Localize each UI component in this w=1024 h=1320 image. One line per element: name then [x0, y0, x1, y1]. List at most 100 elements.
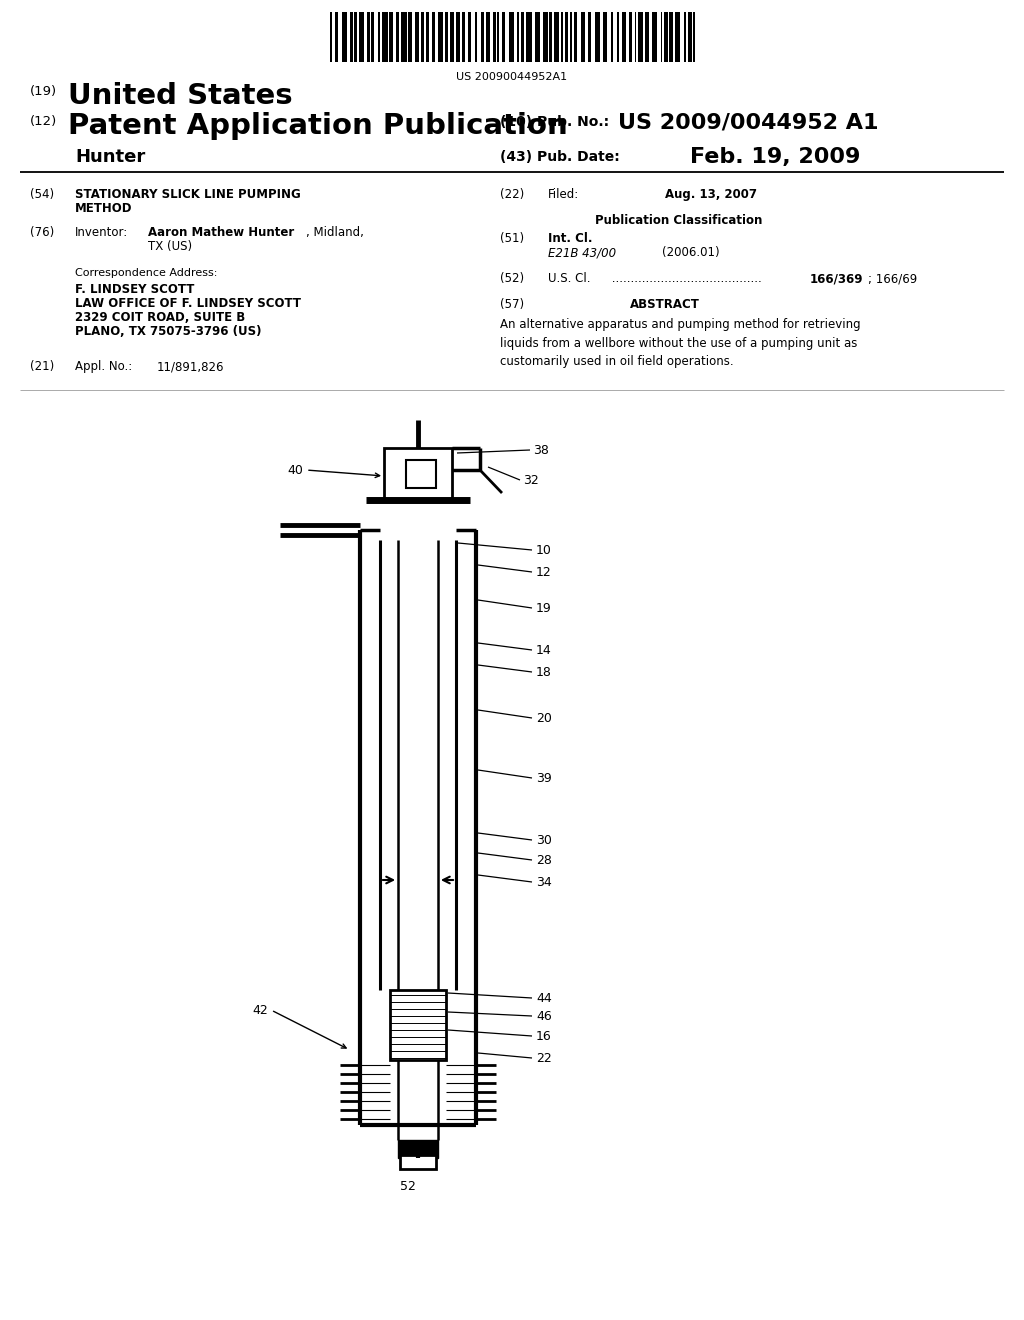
Bar — [669, 12, 673, 62]
Bar — [676, 12, 680, 62]
Bar — [497, 12, 499, 62]
Bar — [480, 12, 484, 62]
Text: 12: 12 — [536, 565, 552, 578]
Bar — [422, 12, 424, 62]
Bar — [408, 12, 412, 62]
Text: 42: 42 — [252, 1003, 268, 1016]
Bar — [684, 12, 686, 62]
Text: STATIONARY SLICK LINE PUMPING: STATIONARY SLICK LINE PUMPING — [75, 187, 301, 201]
Bar — [595, 12, 600, 62]
Text: 22: 22 — [536, 1052, 552, 1064]
Bar — [372, 12, 374, 62]
Bar — [635, 12, 636, 62]
Text: F. LINDSEY SCOTT: F. LINDSEY SCOTT — [75, 282, 195, 296]
Bar — [581, 12, 586, 62]
Bar — [549, 12, 552, 62]
Bar — [665, 12, 668, 62]
Bar — [526, 12, 531, 62]
Bar — [349, 12, 353, 62]
Bar — [569, 12, 572, 62]
Bar — [367, 12, 370, 62]
Bar — [509, 12, 514, 62]
Bar — [536, 12, 541, 62]
Text: ........................................: ........................................ — [608, 272, 762, 285]
Bar — [616, 12, 620, 62]
Bar — [688, 12, 692, 62]
Bar — [652, 12, 657, 62]
Bar — [401, 12, 407, 62]
Text: Appl. No.:: Appl. No.: — [75, 360, 132, 374]
Text: 166/369: 166/369 — [810, 272, 863, 285]
Text: 52: 52 — [400, 1180, 416, 1193]
Text: 2329 COIT ROAD, SUITE B: 2329 COIT ROAD, SUITE B — [75, 312, 246, 323]
Bar — [502, 12, 506, 62]
Text: (10) Pub. No.:: (10) Pub. No.: — [500, 115, 609, 129]
Text: 11/891,826: 11/891,826 — [157, 360, 224, 374]
Bar — [400, 1155, 436, 1170]
Bar — [603, 12, 607, 62]
Bar — [390, 990, 446, 1060]
Text: 34: 34 — [536, 875, 552, 888]
Bar — [574, 12, 578, 62]
Text: Aug. 13, 2007: Aug. 13, 2007 — [665, 187, 757, 201]
Text: An alternative apparatus and pumping method for retrieving
liquids from a wellbo: An alternative apparatus and pumping met… — [500, 318, 860, 368]
Text: LAW OFFICE OF F. LINDSEY SCOTT: LAW OFFICE OF F. LINDSEY SCOTT — [75, 297, 301, 310]
Bar — [456, 12, 460, 62]
Text: TX (US): TX (US) — [148, 240, 193, 253]
Text: (76): (76) — [30, 226, 54, 239]
Bar — [622, 12, 627, 62]
Bar — [384, 447, 452, 500]
Bar — [426, 12, 429, 62]
Bar — [432, 12, 434, 62]
Text: METHOD: METHOD — [75, 202, 132, 215]
Bar — [588, 12, 592, 62]
Text: 18: 18 — [536, 665, 552, 678]
Text: 46: 46 — [536, 1010, 552, 1023]
Text: ; 166/69: ; 166/69 — [868, 272, 918, 285]
Text: 38: 38 — [534, 444, 549, 457]
Text: (54): (54) — [30, 187, 54, 201]
Bar — [378, 12, 380, 62]
Text: 10: 10 — [536, 544, 552, 557]
Bar — [554, 12, 558, 62]
Bar — [486, 12, 490, 62]
Text: (22): (22) — [500, 187, 524, 201]
Text: United States: United States — [68, 82, 293, 110]
Text: PLANO, TX 75075-3796 (US): PLANO, TX 75075-3796 (US) — [75, 325, 261, 338]
Text: (57): (57) — [500, 298, 524, 312]
Bar — [630, 12, 632, 62]
Bar — [520, 12, 524, 62]
Text: 16: 16 — [536, 1030, 552, 1043]
Text: 30: 30 — [536, 833, 552, 846]
Text: 14: 14 — [536, 644, 552, 656]
Text: ABSTRACT: ABSTRACT — [630, 298, 699, 312]
Bar — [611, 12, 613, 62]
Text: Feb. 19, 2009: Feb. 19, 2009 — [690, 147, 860, 168]
Bar — [660, 12, 663, 62]
Text: (51): (51) — [500, 232, 524, 246]
Bar — [342, 12, 347, 62]
Bar — [693, 12, 695, 62]
Bar — [415, 12, 419, 62]
Bar — [438, 12, 442, 62]
Text: 28: 28 — [536, 854, 552, 866]
Bar — [396, 12, 398, 62]
Bar — [475, 12, 477, 62]
Text: (21): (21) — [30, 360, 54, 374]
Text: (12): (12) — [30, 115, 57, 128]
Bar — [382, 12, 387, 62]
Text: (52): (52) — [500, 272, 524, 285]
Text: Patent Application Publication: Patent Application Publication — [68, 112, 567, 140]
Text: 40: 40 — [287, 463, 303, 477]
Bar — [645, 12, 649, 62]
Text: U.S. Cl.: U.S. Cl. — [548, 272, 591, 285]
Bar — [389, 12, 392, 62]
Bar — [565, 12, 568, 62]
Text: US 20090044952A1: US 20090044952A1 — [457, 73, 567, 82]
Bar — [406, 459, 436, 488]
Bar — [330, 12, 332, 62]
Bar — [335, 12, 338, 62]
Bar — [354, 12, 357, 62]
Text: Int. Cl.: Int. Cl. — [548, 232, 593, 246]
Bar — [359, 12, 364, 62]
